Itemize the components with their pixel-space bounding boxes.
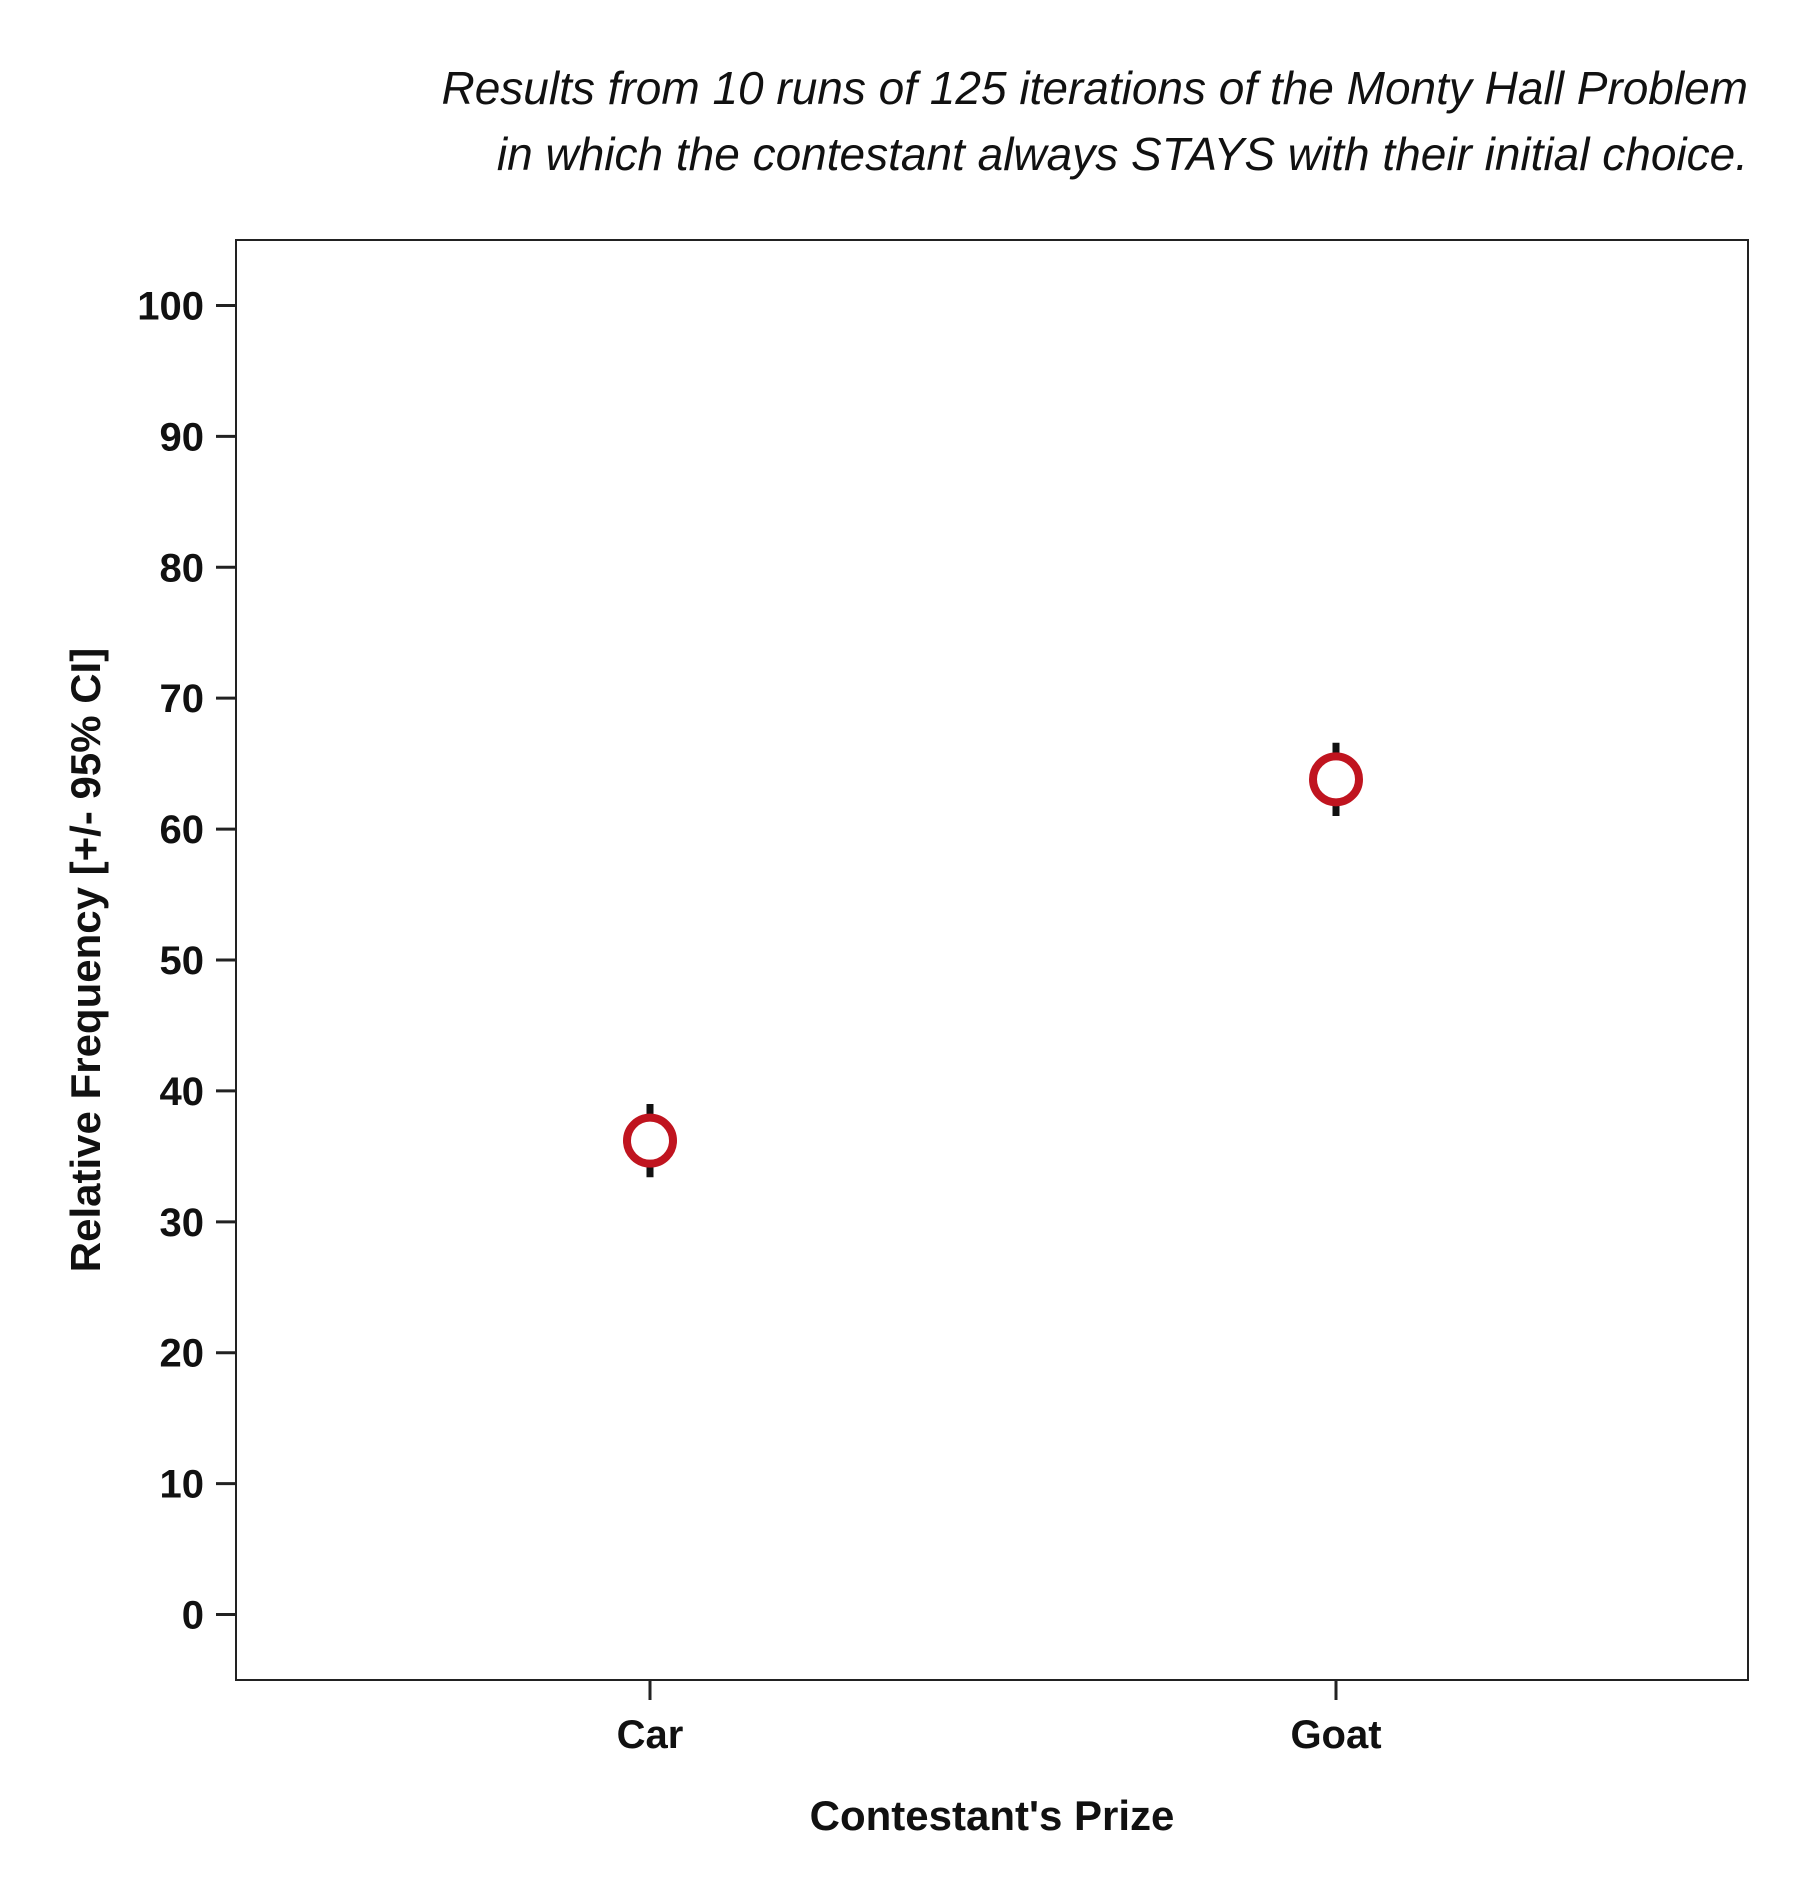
y-tick-label: 60 [160,808,205,852]
chart-title-line-1: Results from 10 runs of 125 iterations o… [442,62,1749,114]
y-axis: 0 10 20 30 40 50 60 70 80 90 100 [137,284,236,1638]
y-tick-label: 100 [137,284,204,328]
plot-area-frame [235,239,1749,1681]
x-axis: Car Goat [617,1680,1382,1757]
y-tick-label: 80 [160,546,205,590]
y-tick-label: 90 [160,415,205,459]
y-tick-label: 50 [160,939,205,983]
x-tick-label: Car [617,1713,684,1757]
y-axis-label: Relative Frequency [+/- 95% CI] [62,648,109,1272]
y-tick-label: 30 [160,1201,205,1245]
y-tick-label: 40 [160,1070,205,1114]
y-tick-label: 20 [160,1332,205,1376]
y-tick-label: 10 [160,1463,205,1507]
data-point [1309,752,1363,807]
data-series [623,742,1363,1178]
x-axis-label: Contestant's Prize [810,1792,1175,1839]
y-tick-label: 0 [182,1594,204,1638]
data-point [623,1113,677,1168]
chart-title-line-2: in which the contestant always STAYS wit… [497,128,1748,180]
x-tick-label: Goat [1290,1713,1381,1757]
y-tick-label: 70 [160,677,205,721]
